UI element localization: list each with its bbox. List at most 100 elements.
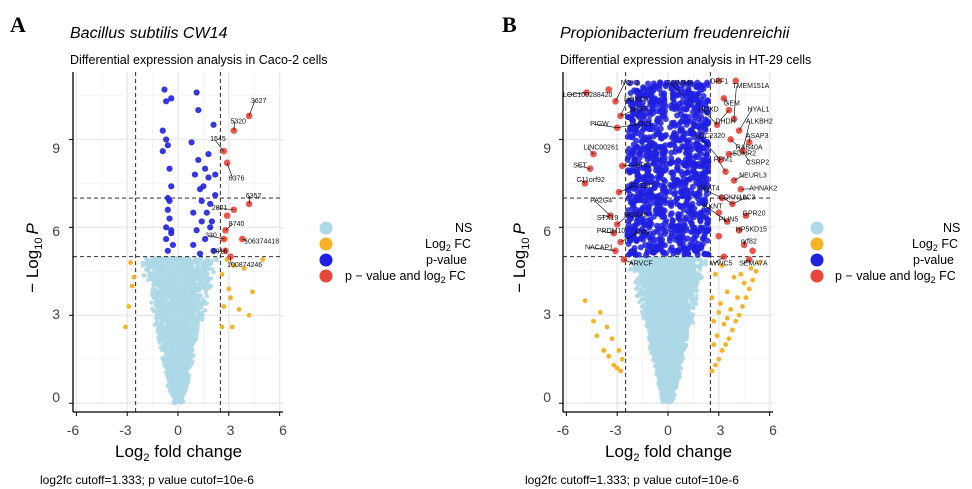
ns-point xyxy=(171,369,176,374)
ns-point xyxy=(204,294,209,299)
pvalue-point xyxy=(164,142,171,149)
pvalue-point xyxy=(168,95,175,102)
ns-point xyxy=(179,374,185,379)
ns-point xyxy=(167,356,172,361)
gene-label: 6376 xyxy=(229,175,245,182)
x-tick-label: 0 xyxy=(174,422,182,438)
ns-point xyxy=(191,353,196,358)
ns-point xyxy=(150,289,155,295)
ns-point xyxy=(177,289,182,294)
ns-point xyxy=(140,263,146,268)
pvalue-point xyxy=(159,148,166,155)
pvalue-point xyxy=(198,218,205,225)
legend-label-fc: Log2 FC xyxy=(425,237,471,253)
panel-b: B Propionibacterium freudenreichii Diffe… xyxy=(502,12,960,487)
ns-point xyxy=(145,264,150,269)
ns-point xyxy=(191,260,196,266)
legend-key-ns xyxy=(319,221,333,235)
ns-point xyxy=(191,284,196,290)
ns-point xyxy=(155,263,161,269)
ns-point xyxy=(194,331,199,336)
ns-point xyxy=(154,320,159,325)
ns-point xyxy=(167,282,172,287)
ns-point xyxy=(167,362,172,367)
ns-point xyxy=(211,270,216,275)
ns-point xyxy=(186,287,192,292)
ns-points-a xyxy=(140,255,220,406)
ns-point xyxy=(199,269,204,274)
x-tick-label: 3 xyxy=(227,422,235,438)
ns-point xyxy=(164,325,170,330)
ns-point xyxy=(169,317,175,322)
ns-point xyxy=(202,308,208,313)
ns-point xyxy=(189,266,195,271)
fc-point xyxy=(226,286,232,292)
fc-point xyxy=(228,295,233,301)
ns-point xyxy=(186,304,191,309)
x-tick-label: -3 xyxy=(119,422,132,438)
ns-point xyxy=(153,272,158,278)
ns-point xyxy=(179,395,185,400)
x-tick-label: -6 xyxy=(67,422,80,438)
ns-point xyxy=(642,290,647,296)
ns-point xyxy=(204,283,210,288)
pvalue-point xyxy=(195,107,202,114)
pvalue-point xyxy=(168,227,175,234)
ns-point xyxy=(169,344,174,349)
legend-label-pfc: p − value and log2 FC xyxy=(345,269,466,285)
ns-point xyxy=(177,295,182,300)
ns-point xyxy=(176,318,182,323)
pvalue-point xyxy=(166,197,173,205)
ns-point xyxy=(174,384,179,390)
pvalue-point xyxy=(161,86,168,93)
ns-point xyxy=(180,308,185,314)
pvalue-point xyxy=(163,235,170,243)
ns-point xyxy=(159,258,164,263)
caption-a: log2fc cutoff=1.333; p value cutof=10e-6 xyxy=(40,473,254,487)
ns-point xyxy=(184,298,189,303)
ns-point xyxy=(180,302,185,308)
ns-point xyxy=(187,356,192,362)
ns-point xyxy=(143,256,149,261)
ns-point xyxy=(153,301,159,307)
ns-point xyxy=(208,260,214,265)
ns-point xyxy=(141,273,146,278)
ns-point xyxy=(196,261,201,266)
ns-point xyxy=(198,294,203,299)
ns-point xyxy=(164,300,170,306)
pvalue-point xyxy=(208,218,215,225)
ns-point xyxy=(183,268,188,273)
ns-point xyxy=(670,303,675,309)
ns-point xyxy=(181,343,187,348)
chart-subtitle-a: Differential expression analysis in Caco… xyxy=(70,53,328,67)
ns-point xyxy=(177,258,182,263)
pvalue-point xyxy=(159,127,166,134)
chart-subtitle-b: Differential expression analysis in HT-2… xyxy=(560,53,811,67)
ns-point xyxy=(173,261,178,267)
ns-point xyxy=(165,268,170,273)
ns-point xyxy=(189,274,195,279)
ns-point xyxy=(208,284,214,289)
ns-point xyxy=(154,312,159,317)
fc-point xyxy=(129,283,135,289)
pvalue-point xyxy=(190,241,197,249)
ns-point xyxy=(205,271,210,277)
y-tick-label: 3 xyxy=(52,306,60,322)
ns-point xyxy=(159,332,164,337)
ns-points-b xyxy=(628,256,708,405)
ns-point xyxy=(698,275,703,280)
fc-point xyxy=(123,324,128,330)
ns-point xyxy=(150,259,155,265)
ns-point xyxy=(205,278,211,284)
ns-point xyxy=(202,300,207,305)
panel-letter-b: B xyxy=(502,12,517,37)
pvalue-point xyxy=(200,183,207,190)
pvalue-point xyxy=(163,136,170,143)
legend-key-p xyxy=(319,253,333,267)
ns-point xyxy=(187,313,192,318)
ns-point xyxy=(199,280,205,285)
gene-label: 6352 xyxy=(246,193,262,200)
ns-point xyxy=(167,379,172,384)
